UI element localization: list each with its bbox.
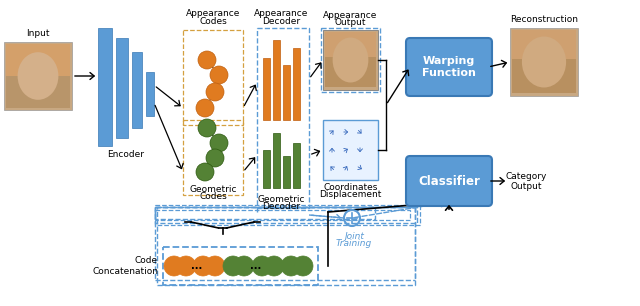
Text: Function: Function	[422, 68, 476, 78]
Text: Classifier: Classifier	[418, 174, 480, 188]
Bar	[293, 48, 300, 120]
Bar	[4, 42, 72, 110]
Bar	[155, 205, 420, 225]
Bar	[163, 247, 318, 285]
Text: Training: Training	[336, 239, 372, 248]
Bar	[283, 65, 290, 120]
Circle shape	[206, 149, 224, 167]
Bar	[323, 30, 378, 90]
Circle shape	[293, 256, 313, 276]
Bar	[325, 57, 376, 87]
Text: Joint: Joint	[344, 232, 364, 241]
Circle shape	[234, 256, 254, 276]
Ellipse shape	[522, 36, 566, 88]
Text: Geometric: Geometric	[189, 185, 237, 194]
Bar	[155, 210, 410, 220]
Bar	[157, 207, 415, 285]
Ellipse shape	[333, 38, 369, 83]
Bar	[512, 59, 576, 93]
Text: Decoder: Decoder	[262, 202, 300, 211]
Bar	[116, 38, 128, 138]
Circle shape	[198, 119, 216, 137]
Text: Displacement: Displacement	[319, 190, 381, 199]
Circle shape	[206, 83, 224, 101]
Text: Input: Input	[26, 29, 50, 38]
Text: Output: Output	[335, 18, 366, 27]
Circle shape	[196, 163, 214, 181]
Text: Encoder: Encoder	[108, 150, 145, 159]
Text: Decoder: Decoder	[262, 17, 300, 26]
Bar	[512, 30, 576, 61]
Text: Codes: Codes	[199, 17, 227, 26]
Circle shape	[198, 51, 216, 69]
Bar	[132, 52, 142, 128]
Text: Reconstruction: Reconstruction	[510, 15, 578, 24]
Circle shape	[196, 99, 214, 117]
Text: Appearance: Appearance	[323, 11, 378, 20]
Text: ...: ...	[191, 261, 203, 271]
Circle shape	[193, 256, 213, 276]
Text: Category: Category	[506, 171, 547, 181]
FancyBboxPatch shape	[406, 38, 492, 96]
Text: Output: Output	[510, 181, 541, 191]
Bar	[510, 28, 578, 96]
Text: Appearance: Appearance	[254, 9, 308, 18]
Bar	[183, 120, 243, 195]
Bar	[146, 72, 154, 116]
Bar	[98, 28, 112, 146]
Text: Coordinates: Coordinates	[323, 183, 378, 192]
Ellipse shape	[18, 52, 58, 100]
Bar	[6, 76, 70, 108]
Circle shape	[210, 134, 228, 152]
Bar	[283, 156, 290, 188]
FancyBboxPatch shape	[406, 156, 492, 206]
Circle shape	[210, 66, 228, 84]
Bar	[273, 133, 280, 188]
Text: ...: ...	[250, 261, 262, 271]
Bar	[321, 28, 380, 92]
Circle shape	[252, 256, 272, 276]
Bar	[323, 120, 378, 180]
Circle shape	[264, 256, 284, 276]
Bar	[257, 28, 309, 208]
Bar	[263, 58, 270, 120]
Bar	[263, 150, 270, 188]
Circle shape	[223, 256, 243, 276]
Bar	[293, 143, 300, 188]
Bar	[155, 207, 417, 223]
Circle shape	[164, 256, 184, 276]
Bar	[6, 44, 70, 78]
Bar	[325, 32, 376, 59]
Circle shape	[281, 256, 301, 276]
Circle shape	[205, 256, 225, 276]
Bar	[155, 207, 375, 219]
Text: Geometric: Geometric	[257, 195, 305, 204]
Text: Warping: Warping	[423, 56, 475, 66]
Bar	[183, 30, 243, 125]
Text: Codes: Codes	[199, 192, 227, 201]
Text: Appearance: Appearance	[186, 9, 240, 18]
Bar	[273, 40, 280, 120]
Circle shape	[176, 256, 196, 276]
Text: Code
Concatenation: Code Concatenation	[92, 256, 158, 276]
